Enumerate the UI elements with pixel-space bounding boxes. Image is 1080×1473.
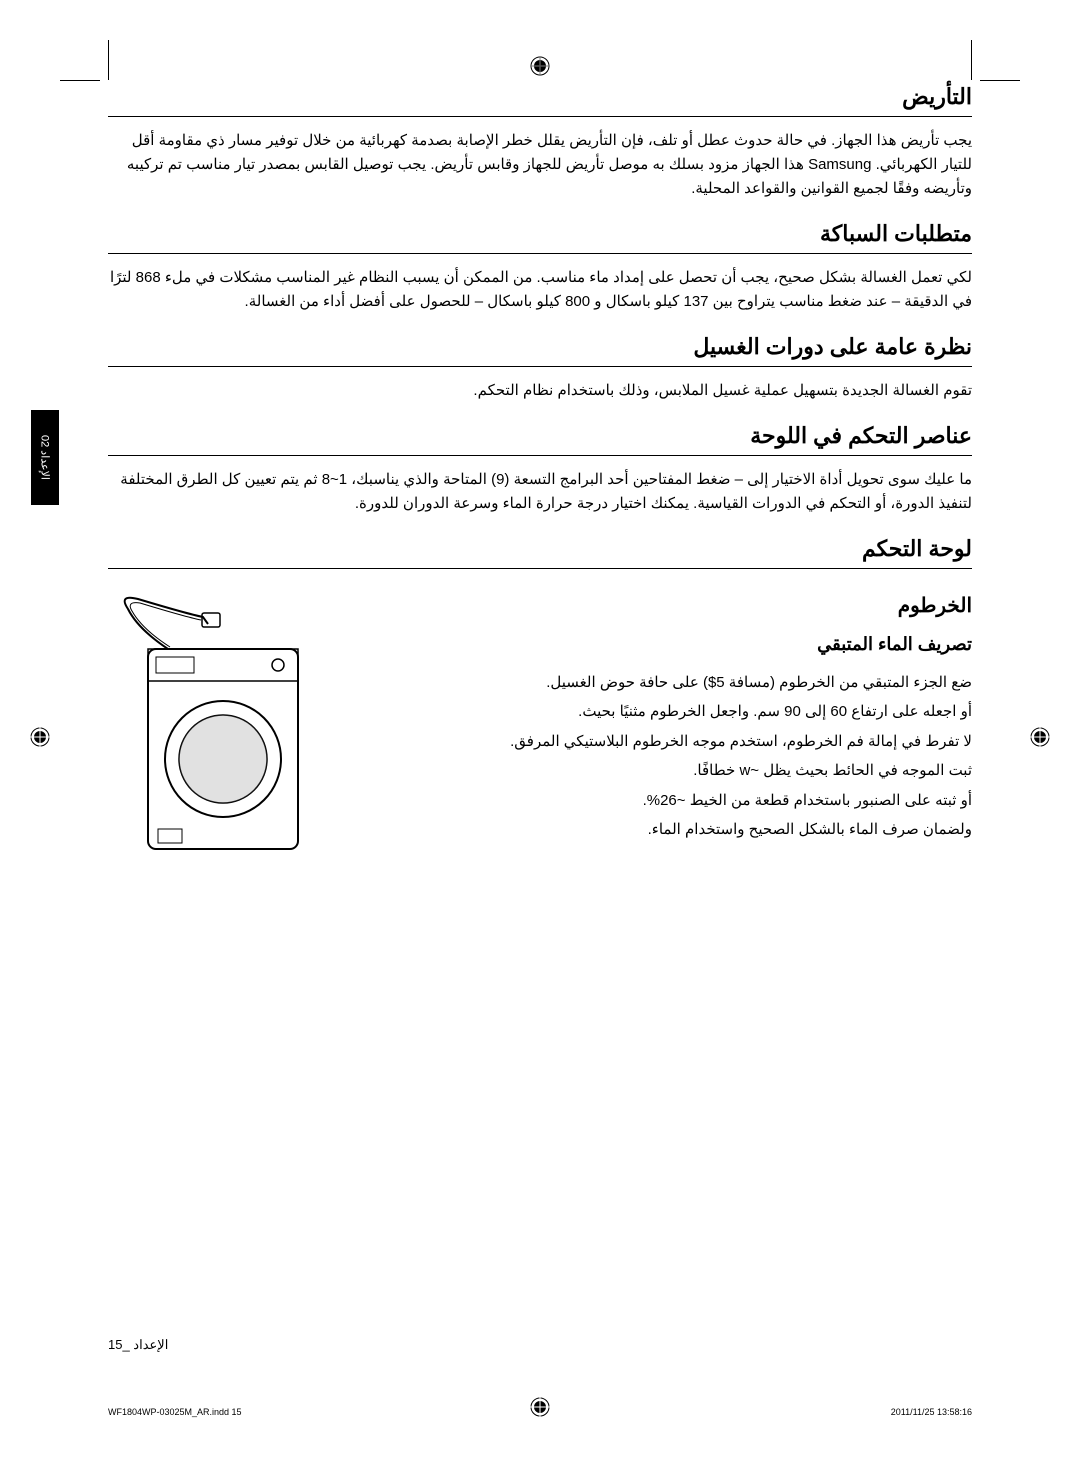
crop-mark	[108, 40, 109, 80]
crop-mark	[60, 80, 100, 81]
figure-text: الخرطوم تصريف الماء المتبقي ضع الجزء الم…	[368, 589, 972, 869]
section-body: تقوم الغسالة الجديدة بتسهيل عملية غسيل ا…	[108, 375, 972, 415]
figure-list: ضع الجزء المتبقي من الخرطوم (مسافة 5$) ع…	[368, 670, 972, 843]
list-item: ولضمان صرف الماء بالشكل الصحيح واستخدام …	[368, 817, 972, 843]
figure-header: الخرطوم	[368, 589, 972, 623]
footer-timestamp: 2011/11/25 13:58:16	[891, 1407, 972, 1417]
section-body: لكي تعمل الغسالة بشكل صحيح، يجب أن تحصل …	[108, 262, 972, 326]
list-item: لا تفرط في إمالة فم الخرطوم، استخدم موجه…	[368, 729, 972, 755]
list-item: أو ثبته على الصنبور باستخدام قطعة من الخ…	[368, 788, 972, 814]
section-wash-overview: نظرة عامة على دورات الغسيل تقوم الغسالة …	[108, 330, 972, 415]
washer-figure	[108, 589, 338, 869]
section-control-panel: لوحة التحكم	[108, 532, 972, 569]
list-item: ثبت الموجه في الحائط بحيث يظل ~w خطافًا.	[368, 758, 972, 784]
footer-file: WF1804WP-03025M_AR.indd 15	[108, 1407, 242, 1417]
side-tab: الإعداد 02	[31, 410, 59, 505]
list-item: أو اجعله على ارتفاع 60 إلى 90 سم. واجعل …	[368, 699, 972, 725]
crop-mark	[980, 80, 1020, 81]
body-text: تقوم الغسالة الجديدة بتسهيل عملية غسيل ا…	[108, 379, 972, 403]
figure-block: الخرطوم تصريف الماء المتبقي ضع الجزء الم…	[108, 589, 972, 869]
section-title: التأريض	[108, 80, 972, 117]
section-body: يجب تأريض هذا الجهاز. في حالة حدوث عطل أ…	[108, 125, 972, 213]
page-content: التأريض يجب تأريض هذا الجهاز. في حالة حد…	[108, 80, 972, 1353]
registration-mark-top	[530, 56, 550, 76]
body-text: يجب تأريض هذا الجهاز. في حالة حدوث عطل أ…	[108, 129, 972, 201]
list-item: ضع الجزء المتبقي من الخرطوم (مسافة 5$) ع…	[368, 670, 972, 696]
section-panel-controls: عناصر التحكم في اللوحة ما عليك سوى تحويل…	[108, 419, 972, 528]
section-title: عناصر التحكم في اللوحة	[108, 419, 972, 456]
page-number: الإعداد _15	[108, 1337, 168, 1353]
section-body: ما عليك سوى تحويل أداة الاختيار إلى – ضغ…	[108, 464, 972, 528]
body-text: ما عليك سوى تحويل أداة الاختيار إلى – ضغ…	[108, 468, 972, 516]
body-text: لكي تعمل الغسالة بشكل صحيح، يجب أن تحصل …	[108, 266, 972, 314]
section-title: نظرة عامة على دورات الغسيل	[108, 330, 972, 367]
section-title: متطلبات السباكة	[108, 217, 972, 254]
section-plumbing: متطلبات السباكة لكي تعمل الغسالة بشكل صح…	[108, 217, 972, 326]
registration-mark-left	[30, 727, 50, 747]
registration-mark-right	[1030, 727, 1050, 747]
crop-mark	[971, 40, 972, 80]
section-title: لوحة التحكم	[108, 532, 972, 569]
figure-subheader: تصريف الماء المتبقي	[368, 629, 972, 660]
registration-mark-bottom	[530, 1397, 550, 1417]
section-grounding: التأريض يجب تأريض هذا الجهاز. في حالة حد…	[108, 80, 972, 213]
